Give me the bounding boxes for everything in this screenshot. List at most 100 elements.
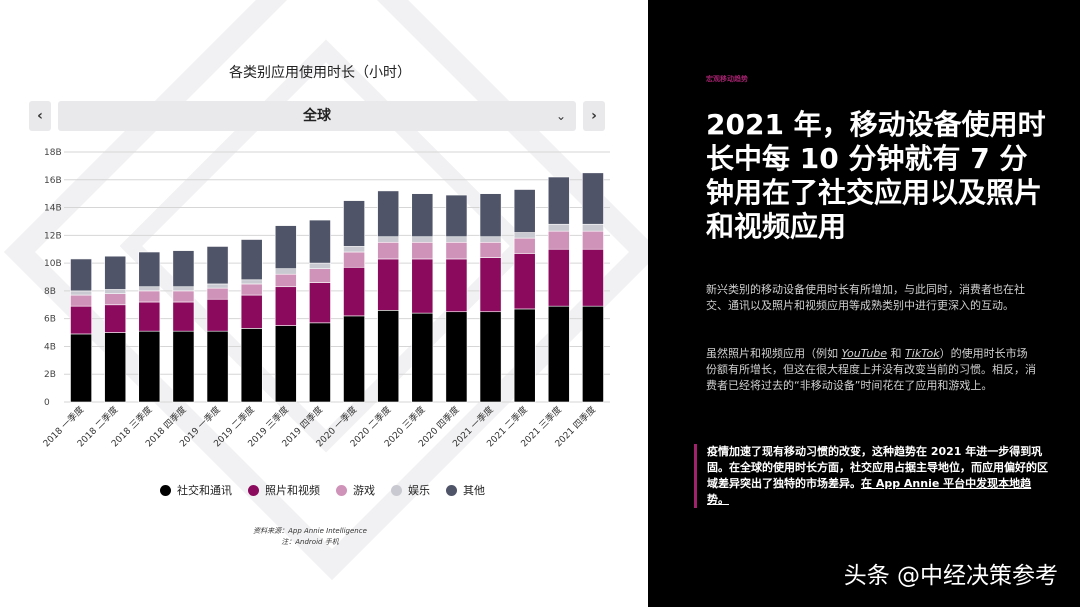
- headline: 2021 年，移动设备使用时长中每 10 分钟就有 7 分钟用在了社交应用以及照…: [706, 108, 1046, 243]
- y-tick-label: 14B: [44, 204, 62, 214]
- y-tick-label: 12B: [44, 231, 62, 241]
- bar-segment: [206, 330, 229, 403]
- callout-text: 疫情加速了现有移动习惯的改变，这种趋势在 2021 年进一步得到巩固。在全球的使…: [707, 445, 1048, 490]
- paragraph-1: 新兴类别的移动设备使用时长有所增加，与此同时，消费者也在社交、通讯以及照片和视频…: [706, 283, 1025, 312]
- bar-segment: [582, 230, 604, 250]
- paragraph-2-post: ）的使用时长市场份额有所增长，但这在很大程度上并没有改变当前的习惯。相反，消费者…: [706, 347, 1036, 392]
- bar-segment: [377, 190, 400, 238]
- y-tick-label: 10B: [44, 259, 62, 269]
- legend-label: 其他: [463, 484, 485, 497]
- legend-label: 社交和通讯: [177, 484, 232, 497]
- article-panel: 宏观移动趋势 2021 年，移动设备使用时长中每 10 分钟就有 7 分钟用在了…: [648, 0, 1080, 607]
- bar-segment: [240, 283, 263, 296]
- legend-dot: [248, 484, 259, 496]
- bar-segment: [172, 250, 195, 288]
- bar-segment: [309, 282, 331, 324]
- bar-segment: [206, 298, 229, 332]
- region-label: 全球: [303, 108, 331, 124]
- y-tick-label: 18B: [44, 148, 62, 158]
- bar-segment: [104, 293, 127, 306]
- bar-segment: [411, 193, 434, 238]
- bar-segment: [206, 287, 229, 300]
- bar-segment: [582, 223, 604, 232]
- region-dropdown[interactable]: 全球 ⌄: [58, 101, 576, 131]
- bar-segment: [172, 286, 195, 292]
- bar-segment: [274, 268, 297, 275]
- bar-segment: [138, 286, 161, 292]
- bar-segment: [513, 253, 536, 310]
- footer-watermark: 头条 @中经决策参考: [843, 563, 1058, 589]
- bar-segment: [343, 266, 365, 317]
- bar-segment: [445, 258, 468, 313]
- youtube-link[interactable]: YouTube: [841, 347, 888, 360]
- bar-segment: [104, 255, 127, 290]
- chart-panel: 各类别应用使用时长（小时） ‹ 全球 ⌄ › 0 2B 4B 6B 8B 10B 12B 14…: [0, 0, 648, 581]
- note-line: 注：Android 手机: [281, 538, 339, 546]
- paragraph-2-pre: 虽然照片和视频应用（例如: [706, 347, 842, 360]
- legend-dot: [336, 484, 347, 496]
- bar-segment: [206, 246, 229, 285]
- bar-segment: [309, 322, 331, 403]
- bar-segment: [411, 241, 434, 260]
- bar-segment: [70, 294, 92, 307]
- section-kicker: 宏观移动趋势: [706, 75, 748, 83]
- legend-item: 照片和视频: [248, 482, 320, 498]
- bar-segment: [206, 283, 229, 289]
- bar-segment: [309, 262, 331, 269]
- legend-label: 照片和视频: [265, 484, 320, 497]
- paragraph-2: 虽然照片和视频应用（例如 YouTube 和 TikTok）的使用时长市场份额有…: [706, 346, 1036, 394]
- bar-segment: [547, 176, 570, 225]
- legend-dot: [160, 484, 171, 496]
- bar-segment: [513, 237, 536, 254]
- bar-segment: [274, 225, 297, 269]
- legend-item: 其他: [446, 482, 485, 498]
- tiktok-link[interactable]: TikTok: [905, 347, 940, 360]
- chevron-right-icon: ›: [591, 108, 597, 124]
- bar-segment: [445, 236, 468, 243]
- bar-segment: [138, 301, 161, 332]
- bar-segment: [547, 305, 570, 403]
- bar-segment: [479, 311, 502, 403]
- bar-segment: [274, 325, 297, 403]
- y-tick-label: 16B: [44, 176, 62, 186]
- bar-segment: [479, 257, 502, 313]
- bar-segment: [582, 305, 604, 403]
- bar-segment: [343, 200, 365, 247]
- bar-segment: [172, 330, 195, 403]
- bar-segment: [377, 241, 400, 260]
- callout-link[interactable]: 在 App Annie 平台中发现本地趋势。: [707, 477, 1032, 506]
- chart-source: 资料来源：App Annie Intelligence 注：Android 手机: [0, 526, 620, 548]
- bar-segment: [104, 304, 127, 333]
- bar-segment: [547, 223, 570, 232]
- bar-segment: [343, 251, 365, 268]
- chart-title: 各类别应用使用时长（小时）: [229, 65, 411, 81]
- bar-segment: [547, 248, 570, 307]
- bar-segment: [582, 248, 604, 307]
- bar-segment: [411, 236, 434, 243]
- y-tick-label: 0: [44, 398, 50, 408]
- bar-segment: [547, 230, 570, 250]
- next-region-button[interactable]: ›: [583, 101, 605, 131]
- bar-segment: [377, 236, 400, 243]
- bar-segment: [582, 172, 604, 225]
- bar-segment: [138, 251, 161, 288]
- bar-segment: [479, 236, 502, 243]
- bar-segment: [479, 241, 502, 258]
- chart-legend: 社交和通讯 照片和视频 游戏 娱乐 其他: [160, 482, 501, 498]
- callout: 疫情加速了现有移动习惯的改变，这种趋势在 2021 年进一步得到巩固。在全球的使…: [694, 444, 1049, 508]
- source-line: 资料来源：App Annie Intelligence: [253, 527, 367, 535]
- bar-segment: [513, 189, 536, 233]
- bar-segment: [445, 194, 468, 238]
- prev-region-button[interactable]: ‹: [29, 101, 51, 131]
- chevron-down-icon: ⌄: [555, 109, 566, 123]
- bar-segment: [513, 308, 536, 403]
- bar-segment: [411, 258, 434, 314]
- bar-segment: [70, 290, 92, 296]
- bar-segment: [70, 305, 92, 335]
- bar-segment: [445, 311, 468, 403]
- y-tick-label: 6B: [44, 315, 56, 325]
- legend-dot: [391, 484, 402, 496]
- chevron-left-icon: ‹: [37, 108, 43, 124]
- bar-segment: [240, 294, 263, 329]
